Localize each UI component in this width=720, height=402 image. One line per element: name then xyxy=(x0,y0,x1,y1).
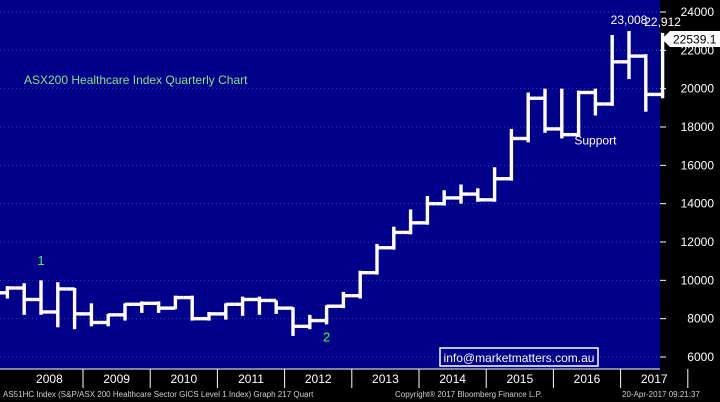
chart-annotation: 1 xyxy=(37,253,44,268)
watermark-text: info@marketmatters.com.au xyxy=(444,351,595,365)
ohlc-bar xyxy=(183,295,201,321)
ohlc-bar xyxy=(83,303,100,327)
y-axis-panel xyxy=(660,0,720,388)
ohlc-bar xyxy=(133,301,151,313)
ohlc-bar xyxy=(217,302,235,320)
last-price-marker: 22539.1 xyxy=(662,31,720,47)
ohlc-bar xyxy=(469,188,487,202)
ohlc-bar xyxy=(503,128,520,181)
ohlc-bar xyxy=(519,92,537,143)
ohlc-bar xyxy=(553,88,571,139)
chart-annotation: 2 xyxy=(323,330,330,345)
ohlc-bar xyxy=(284,306,302,336)
ohlc-bar xyxy=(116,302,134,321)
x-tick-label: 2011 xyxy=(238,372,264,386)
ohlc-bar xyxy=(587,88,604,116)
y-tick-label: 12000 xyxy=(681,235,715,249)
ohlc-bar xyxy=(637,54,655,112)
ohlc-bar xyxy=(368,243,386,275)
ohlc-bar xyxy=(402,209,419,235)
plot-background xyxy=(0,0,660,369)
chart-title: ASX200 Healthcare Index Quarterly Chart xyxy=(24,73,248,87)
watermark-box: info@marketmatters.com.au xyxy=(439,347,599,367)
ohlc-bar xyxy=(301,314,319,330)
y-tick-label: 24000 xyxy=(681,5,715,19)
last-price-label: 22539.1 xyxy=(673,33,717,47)
x-tick-label: 2015 xyxy=(506,372,533,386)
ohlc-bar xyxy=(15,283,33,315)
x-tick-label: 2017 xyxy=(641,372,668,386)
x-tick-label: 2016 xyxy=(574,372,601,386)
footer-copyright: Copyright® 2017 Bloomberg Finance L.P. xyxy=(395,390,543,399)
x-axis-cells: 2008 2009 2010 2011 2012 2013 2014 2015 2016 2017 xyxy=(0,368,689,388)
ohlc-bar xyxy=(452,184,470,204)
ohlc-bar xyxy=(49,282,67,328)
chart-annotation: 22,912 xyxy=(644,15,681,29)
y-tick-label: 16000 xyxy=(681,158,715,172)
ohlc-bar xyxy=(603,35,621,106)
y-tick-label: 18000 xyxy=(681,120,715,134)
x-tick-label: 2012 xyxy=(305,372,332,386)
ohlc-bar xyxy=(435,190,453,206)
x-tick-label: 2009 xyxy=(103,372,130,386)
ohlc-bar xyxy=(167,295,184,310)
ohlc-bar xyxy=(150,301,167,313)
x-tick-label: 2013 xyxy=(372,372,399,386)
footer-source: AS51HC Index (S&P/ASX 200 Healthcare Sec… xyxy=(3,390,314,399)
ohlc-bar xyxy=(570,90,587,137)
chart-annotation: Support xyxy=(574,133,617,147)
ohlc-bar xyxy=(620,31,638,80)
ohlc-bar xyxy=(419,196,436,225)
x-tick-label: 2010 xyxy=(170,372,197,386)
ohlc-bar xyxy=(351,270,369,299)
ohlc-bar xyxy=(486,167,503,202)
ohlc-bar xyxy=(32,280,50,315)
ohlc-bar xyxy=(318,304,335,325)
ohlc-bar xyxy=(536,88,554,133)
footer-bar: AS51HC Index (S&P/ASX 200 Healthcare Sec… xyxy=(0,388,720,402)
y-tick-label: 8000 xyxy=(687,312,714,326)
y-tick-label: 20000 xyxy=(681,82,715,96)
ohlc-bar xyxy=(66,287,83,330)
footer-timestamp: 20-Apr-2017 09:21:37 xyxy=(622,390,700,399)
x-axis-panel xyxy=(0,369,660,388)
ohlc-bar xyxy=(267,298,285,314)
x-tick-label: 2008 xyxy=(36,372,63,386)
ohlc-bar xyxy=(0,286,16,299)
y-tick-label: 6000 xyxy=(687,350,714,364)
ohlc-bar xyxy=(385,226,403,250)
ohlc-bar xyxy=(234,296,251,316)
ohlc-bar xyxy=(99,313,117,327)
chart-annotation: 23,008 xyxy=(611,13,648,27)
y-tick-label: 10000 xyxy=(681,273,715,287)
x-tick-label: 2014 xyxy=(439,372,466,386)
ohlc-bar xyxy=(335,291,352,309)
ohlc-bar xyxy=(200,311,218,321)
y-tick-label: 14000 xyxy=(681,197,715,211)
ohlc-bar xyxy=(251,296,268,315)
